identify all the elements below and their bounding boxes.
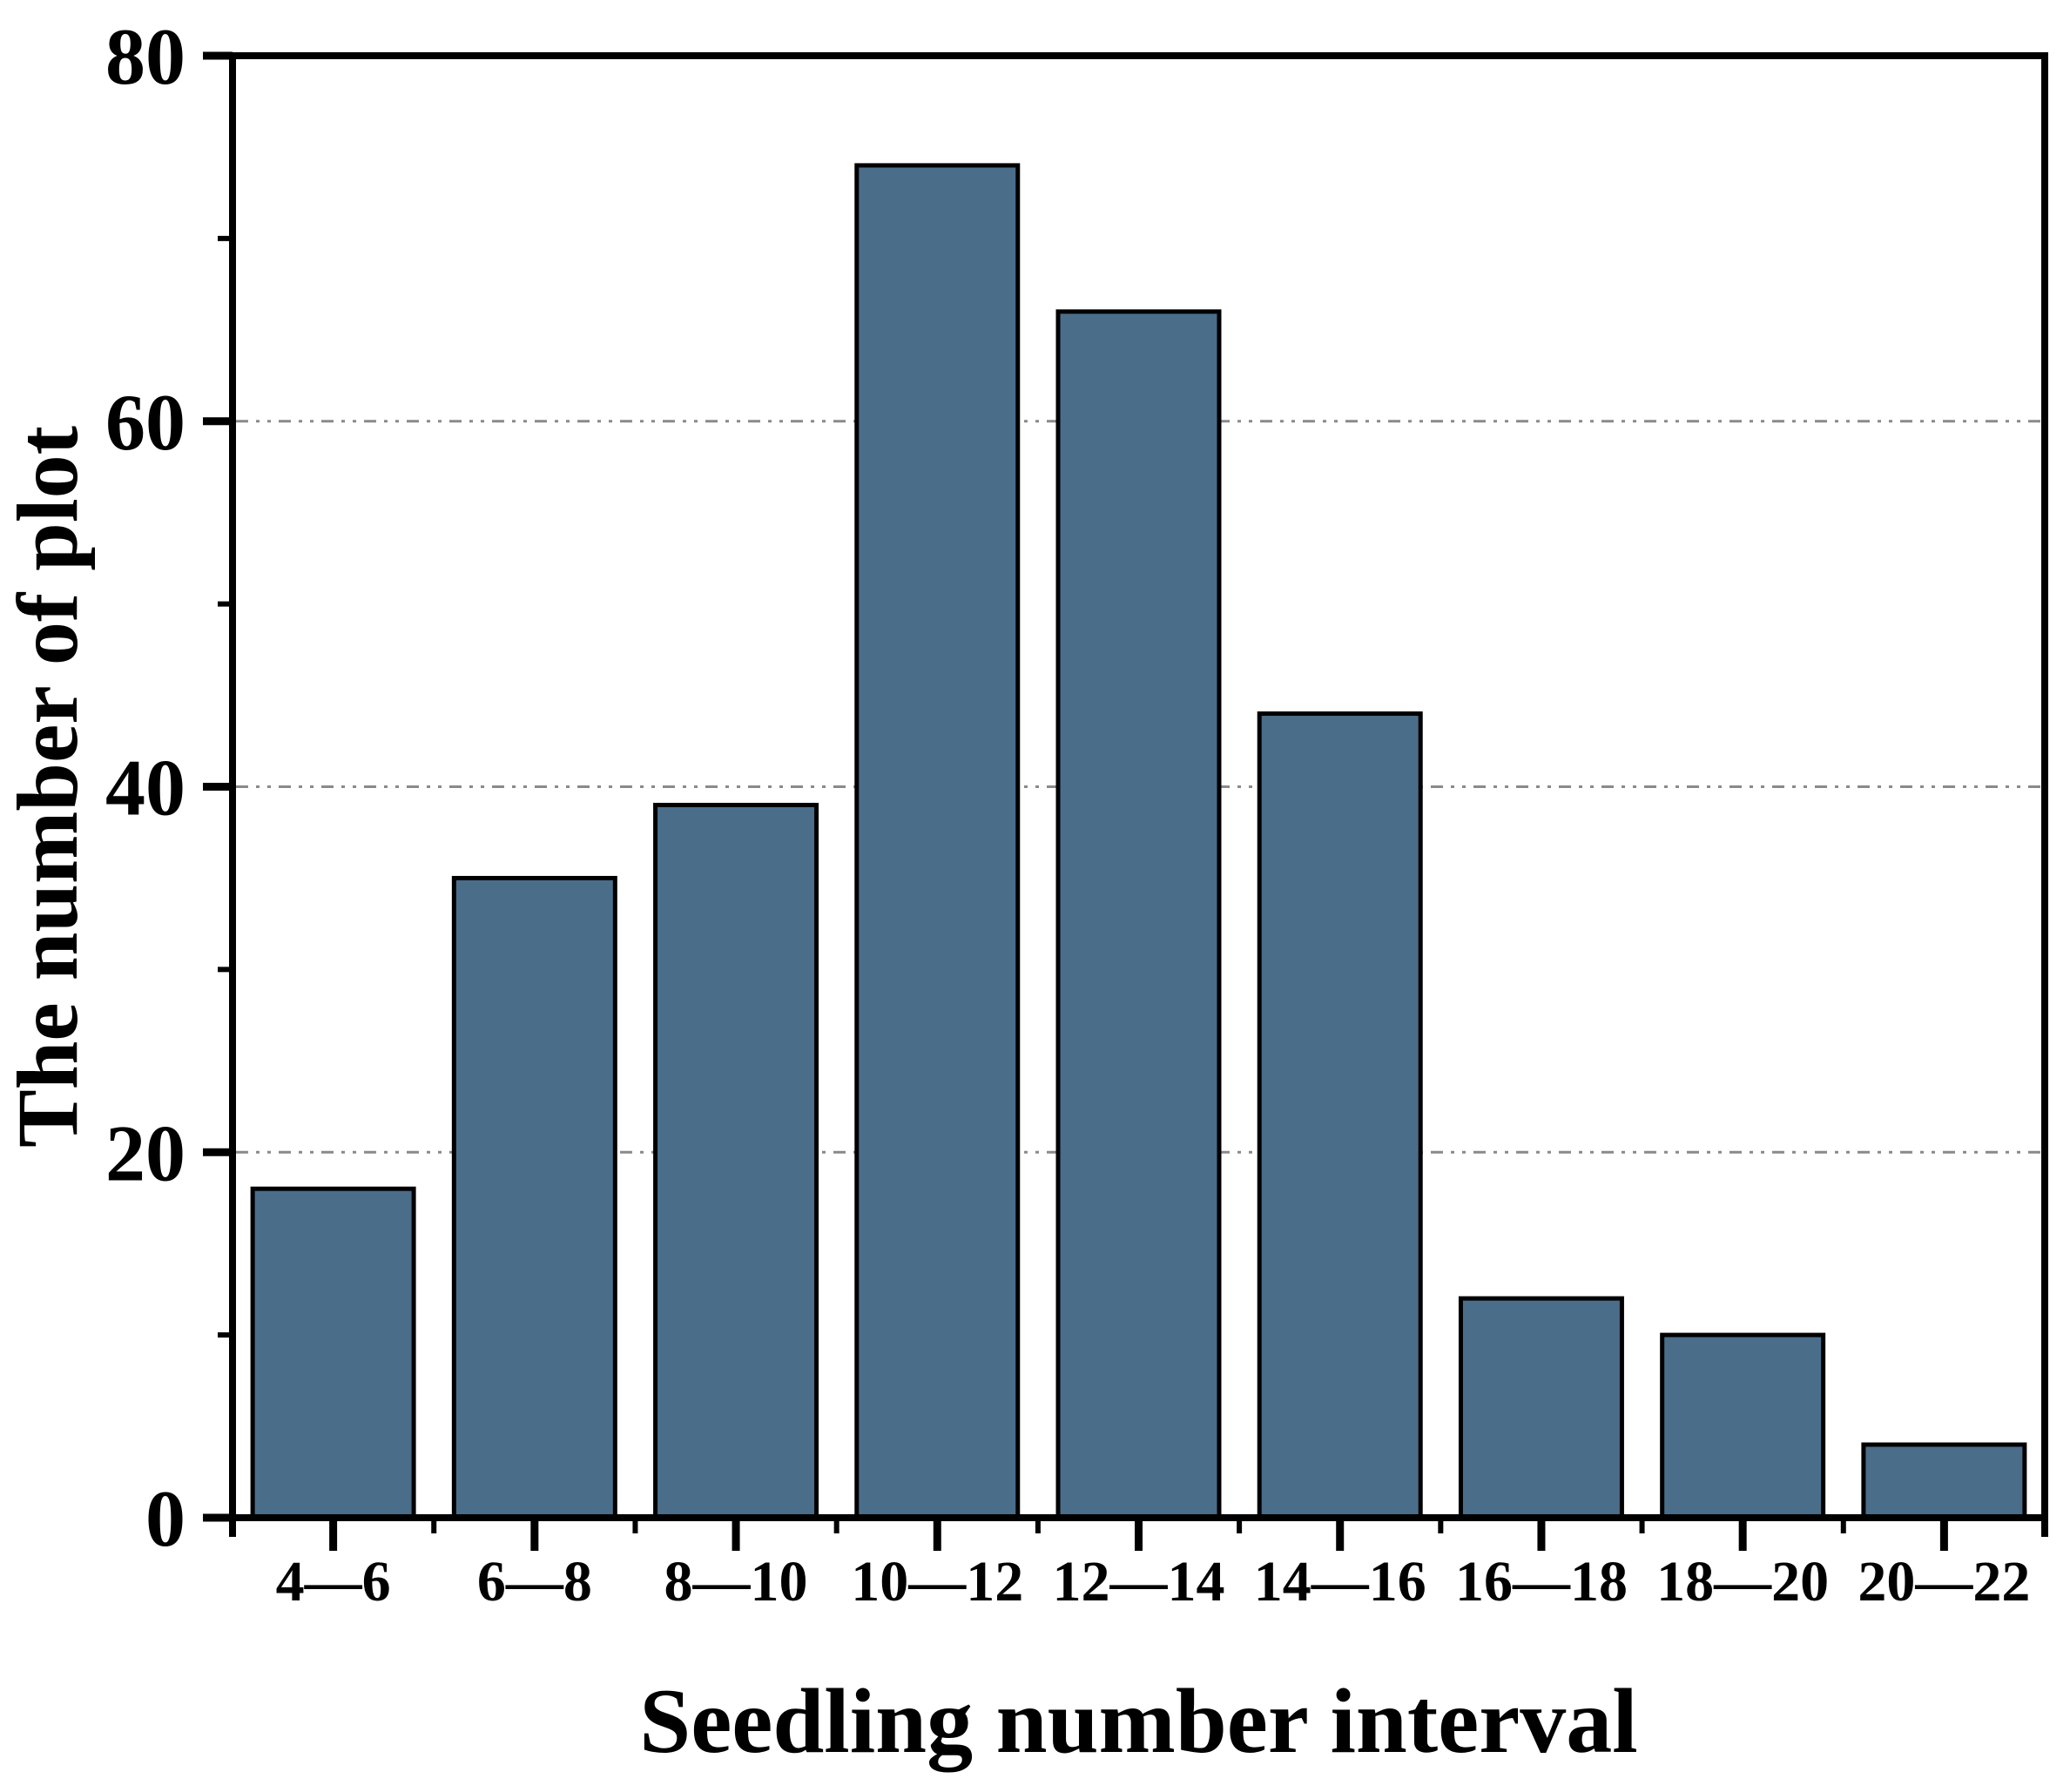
bar-16—18 [1458, 1296, 1624, 1520]
x-axis-title: Seedling number interval [639, 1670, 1637, 1772]
y-tick-label-80: 80 [105, 12, 185, 101]
x-tick-label-12—14: 12—14 [1053, 1550, 1225, 1613]
bar-20—22 [1861, 1442, 2027, 1520]
x-tick-label-20—22: 20—22 [1858, 1550, 2030, 1613]
y-tick-label-0: 0 [145, 1474, 185, 1563]
axis-ticks-group [203, 51, 2048, 1551]
bar-4—6 [250, 1186, 416, 1520]
y-axis-title: The number of plot [0, 426, 96, 1148]
x-tick-label-14—16: 14—16 [1254, 1550, 1426, 1613]
bar-8—10 [653, 802, 819, 1520]
x-tick-label-6—8: 6—8 [477, 1550, 592, 1613]
y-tick-label-40: 40 [105, 744, 185, 832]
x-tick-label-18—20: 18—20 [1656, 1550, 1829, 1613]
bars-group [250, 163, 2027, 1520]
bar-14—16 [1257, 711, 1423, 1520]
tick-labels-group: 0 20 40 60 80 4—6 6—8 8—10 10—12 12—14 14—16 16—18 1… [105, 12, 2030, 1613]
bar-12—14 [1055, 309, 1222, 1520]
bar-18—20 [1660, 1332, 1826, 1520]
x-tick-label-16—18: 16—18 [1455, 1550, 1628, 1613]
x-tick-label-4—6: 4—6 [276, 1550, 391, 1613]
plot-frame [229, 52, 2048, 1521]
x-tick-label-8—10: 8—10 [664, 1550, 808, 1613]
bar-6—8 [451, 875, 617, 1520]
y-tick-label-60: 60 [105, 378, 185, 467]
y-tick-label-20: 20 [105, 1108, 185, 1197]
bar-10—12 [854, 163, 1021, 1520]
x-tick-label-10—12: 10—12 [851, 1550, 1023, 1613]
